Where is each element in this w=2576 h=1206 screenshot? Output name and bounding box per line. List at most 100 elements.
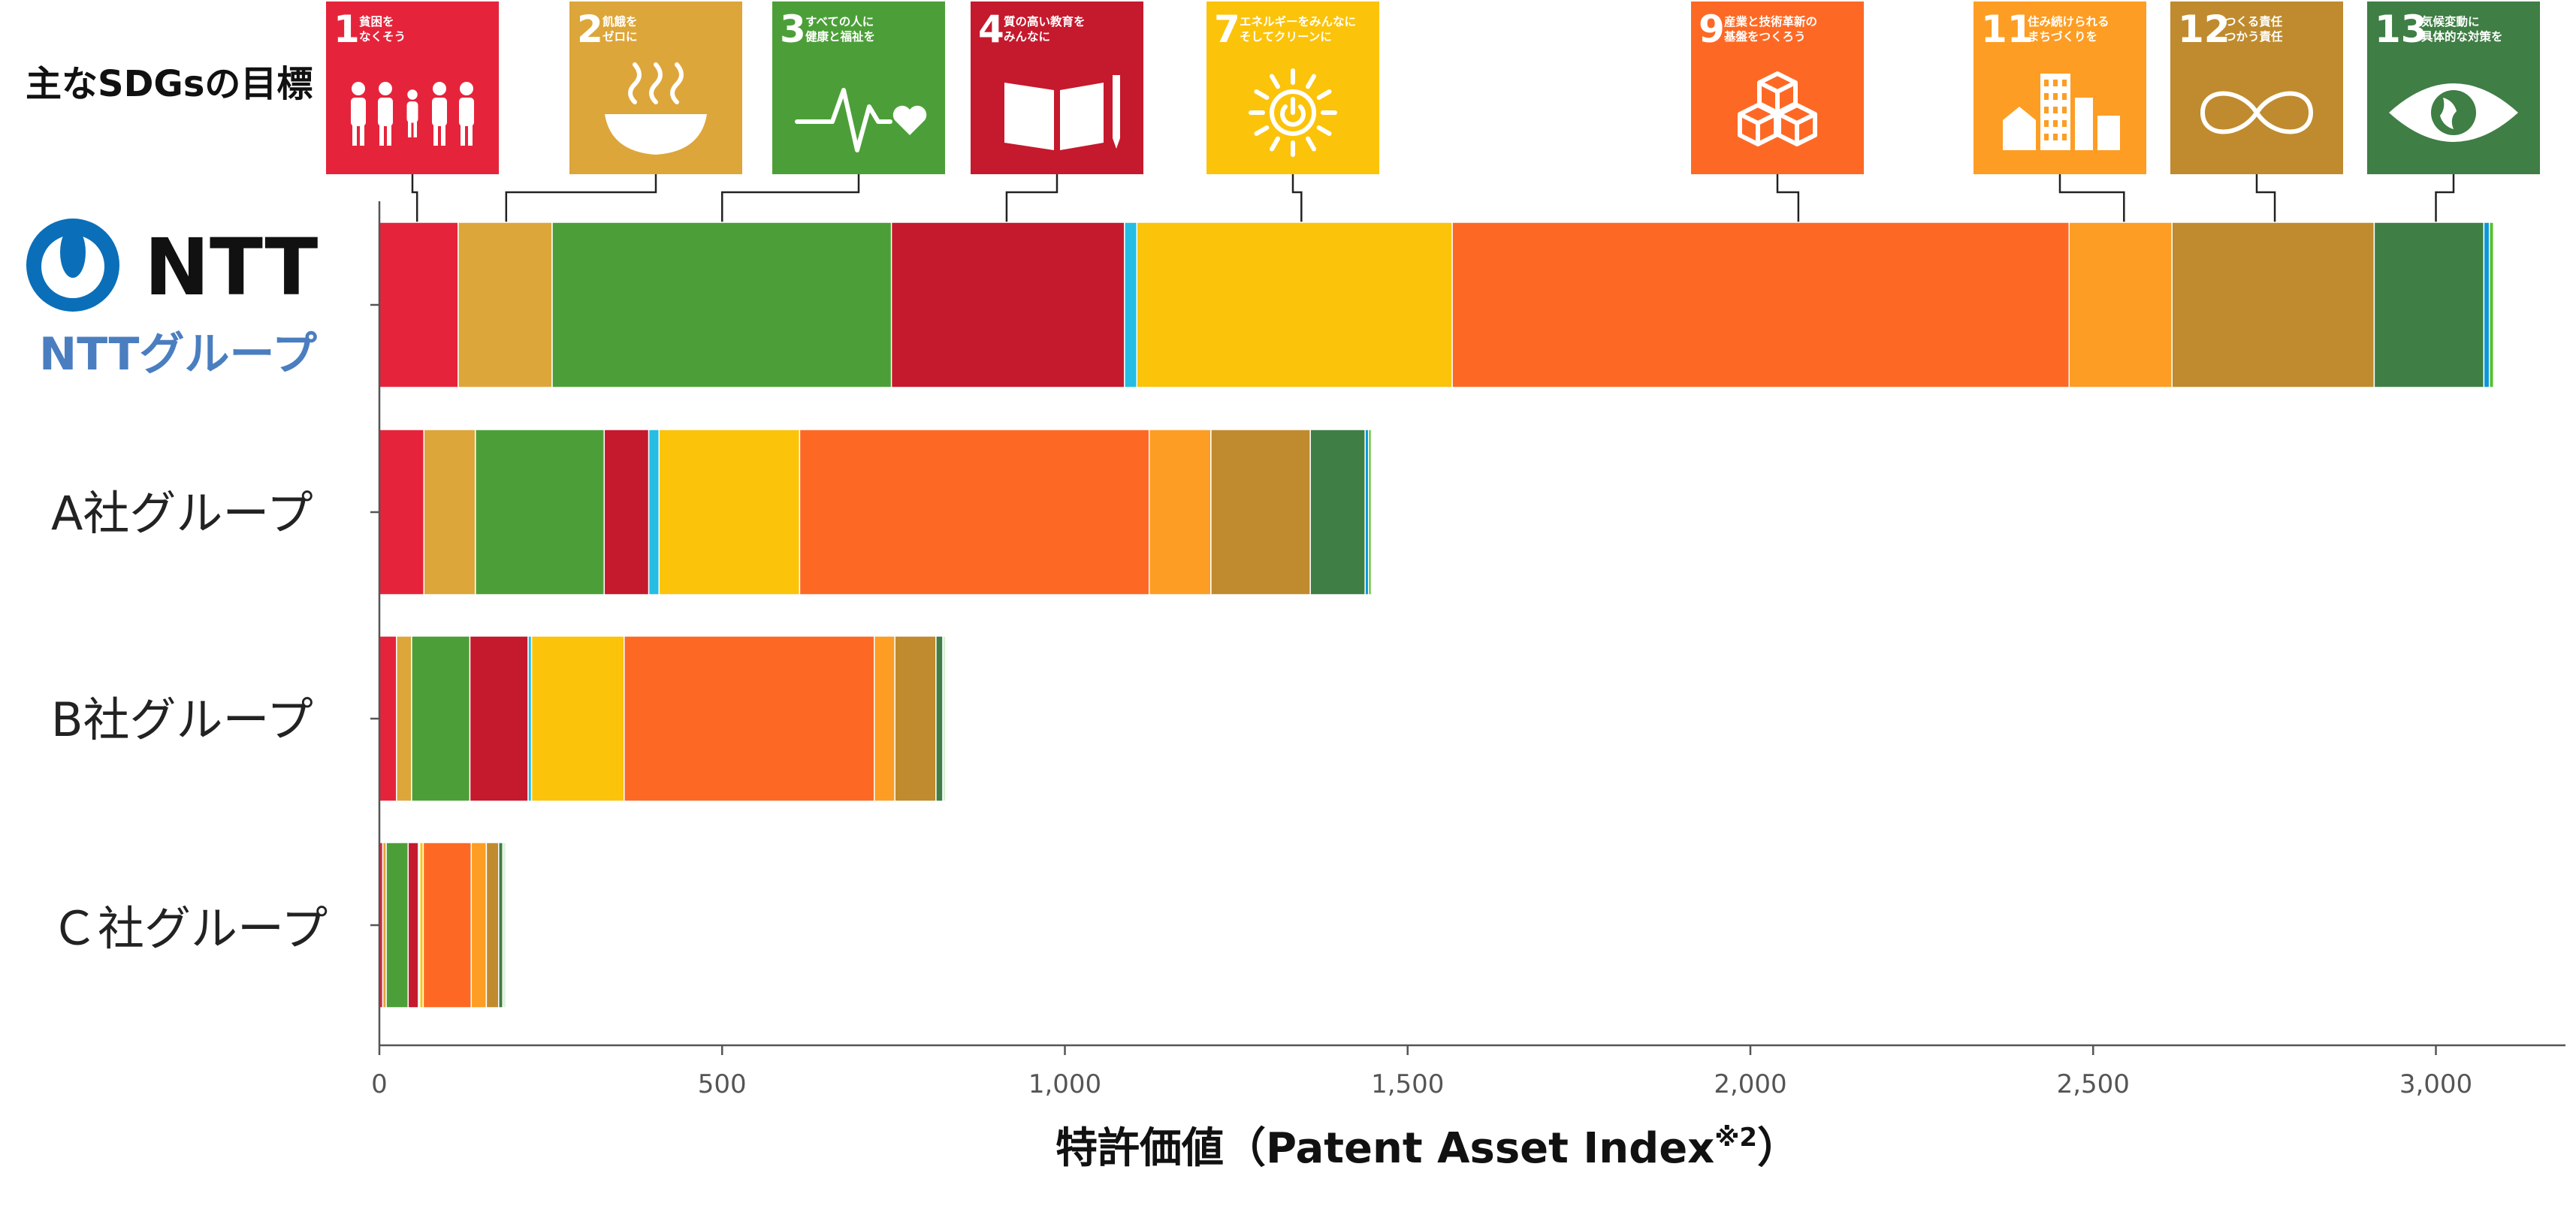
- bar-row: [379, 842, 506, 1009]
- bar-segment-sdg-15: [2488, 222, 2494, 388]
- sdg-caption-line1: 産業と技術革新の: [1724, 14, 1817, 29]
- connector-line: [505, 174, 657, 244]
- connector-line: [1291, 174, 1303, 244]
- x-ticks: 0 500 1,000 1,500 2,000 2,500 3,000: [371, 1045, 2472, 1099]
- sdg-number: 4: [978, 8, 1004, 51]
- sdg-caption-line2: みんなに: [1004, 30, 1050, 44]
- ntt-logo: NTT NTTグループ: [26, 219, 318, 381]
- bar-segment-sdg-13: [1309, 429, 1366, 595]
- category-label-a: A社グループ: [51, 486, 313, 541]
- sdg-number: 13: [2375, 8, 2427, 51]
- x-tick-label: 0: [371, 1069, 388, 1099]
- sdg-number: 9: [1699, 8, 1725, 51]
- sdg-caption-line2: そしてクリーンに: [1240, 30, 1332, 44]
- bar-segment-sdg-9: [799, 429, 1150, 595]
- bar-segment-sdg-11: [1148, 429, 1212, 595]
- x-tick-label: 3,000: [2399, 1069, 2472, 1099]
- bar-segment-sdg-13: [935, 635, 944, 802]
- sdg-tile: [1691, 2, 1864, 174]
- ntt-logo-mark: [26, 219, 119, 312]
- sdg-caption-line2: ゼロに: [602, 29, 638, 44]
- bar-segment-sdg-9: [1451, 222, 2070, 388]
- bar-segment-sdg-12: [2171, 222, 2375, 388]
- connector-line: [2058, 174, 2125, 244]
- sdg-caption-line1: 気候変動に: [2421, 14, 2480, 29]
- bar-segment-sdg-11: [2068, 222, 2173, 388]
- sdg-number: 3: [780, 8, 806, 51]
- sdg-caption-line1: 貧困を: [359, 14, 394, 29]
- connector-line: [411, 174, 418, 244]
- bar-segment-sdg-4: [603, 429, 650, 595]
- bar-segment-sdg-7: [658, 429, 801, 595]
- bar-segment-sdg-3: [551, 222, 892, 388]
- cubes-icon: [1738, 71, 1817, 146]
- bar-segment-sdg-12: [1210, 429, 1311, 595]
- bar-segment-sdg-3: [475, 429, 605, 595]
- sdg-caption-line2: 基盤をつくろう: [1723, 29, 1806, 44]
- sdg-number: 7: [1214, 8, 1240, 51]
- bar-segment-sdg-6: [1124, 222, 1138, 388]
- bar-row: [379, 635, 947, 802]
- sdg-caption-line2: なくそう: [359, 30, 406, 44]
- sdg-caption-line2: つかう責任: [2224, 29, 2283, 44]
- connector-line: [721, 174, 860, 244]
- infinity-icon: [2200, 91, 2313, 134]
- bar-segment-sdg-4: [407, 842, 419, 1009]
- x-axis-label-sup: ※2: [1714, 1123, 1757, 1153]
- bar-segment-sdg-2: [423, 429, 476, 595]
- bar-segment-sdg-4: [890, 222, 1125, 388]
- x-tick-label: 1,500: [1371, 1069, 1444, 1099]
- bar-segment-sdg-11: [874, 635, 895, 802]
- sdg-caption-line1: 質の高い教育を: [1004, 14, 1086, 29]
- bowl-icon: [605, 62, 707, 155]
- bar-segment-sdg-15: [503, 842, 506, 1009]
- category-labels: A社グループ B社グループ Ｃ社グループ: [51, 486, 328, 956]
- bar-segment-sdg-1: [379, 635, 397, 802]
- heartbeat-icon: [795, 88, 927, 152]
- bar-segment-sdg-14: [2483, 222, 2490, 388]
- x-tick-label: 2,500: [2057, 1069, 2130, 1099]
- sun-power-icon: [1249, 68, 1337, 157]
- bar-segment-sdg-3: [411, 635, 471, 802]
- sdg-tile: [2170, 2, 2343, 174]
- category-label-b: B社グループ: [51, 692, 313, 747]
- sdg-caption-line1: 住み続けられる: [2028, 14, 2109, 29]
- sdg-caption-line2: まちづくりを: [2028, 30, 2097, 44]
- x-tick-label: 1,000: [1028, 1069, 1101, 1099]
- sdg-number: 2: [577, 8, 603, 51]
- connector-line: [2255, 174, 2276, 244]
- eye-globe-icon: [2389, 83, 2518, 142]
- bar-segment-sdg-2: [396, 635, 412, 802]
- bar-segment-sdg-2: [458, 222, 553, 388]
- sdg-number: 11: [1981, 8, 2034, 51]
- sdg-caption-line1: つくる責任: [2224, 14, 2283, 29]
- sdg-heading: 主なSDGsの目標: [26, 63, 313, 105]
- ntt-wordmark: NTT: [144, 222, 318, 313]
- city-icon: [2003, 74, 2120, 150]
- family-icon: [351, 82, 474, 146]
- sdg-number: 12: [2178, 8, 2230, 51]
- connector-lines: [411, 174, 2455, 244]
- bar-segment-sdg-11: [470, 842, 488, 1009]
- bar-segment-sdg-12: [485, 842, 500, 1009]
- x-axis-label: 特許価値（Patent Asset Index※2）: [1055, 1123, 1799, 1173]
- y-ticks: [370, 303, 379, 927]
- sdg-caption-line2: 健康と福祉を: [805, 29, 875, 44]
- x-tick-label: 2,000: [1714, 1069, 1786, 1099]
- sdg-number: 1: [334, 8, 360, 51]
- bar-segment-sdg-7: [1136, 222, 1453, 388]
- bar-segment-sdg-12: [894, 635, 937, 802]
- connector-line: [1005, 174, 1058, 244]
- bar-segment-sdg-9: [422, 842, 473, 1009]
- sdg-caption-line2: 具体的な対策を: [2421, 29, 2503, 44]
- bar-row: [379, 222, 2494, 388]
